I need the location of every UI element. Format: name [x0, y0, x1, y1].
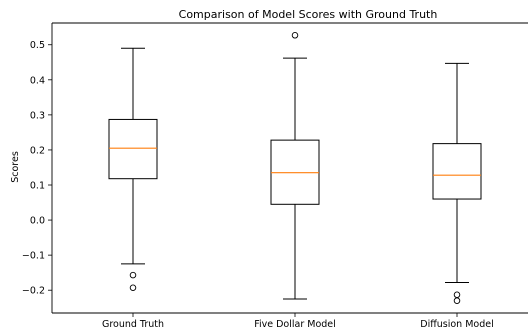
chart-title: Comparison of Model Scores with Ground T… — [179, 8, 438, 21]
outlier-point — [129, 271, 137, 279]
x-tick-label: Ground Truth — [102, 319, 164, 330]
x-tick-label: Diffusion Model — [420, 319, 494, 330]
outlier-point — [453, 291, 461, 299]
box — [108, 118, 158, 180]
y-tick-label: 0.5 — [30, 40, 45, 51]
y-tick-label: −0.2 — [22, 286, 45, 297]
x-tick-label: Five Dollar Model — [254, 319, 336, 330]
outlier-point — [453, 297, 461, 304]
outlier-point — [291, 32, 299, 39]
y-tick-label: 0.0 — [30, 216, 45, 227]
outlier-point — [129, 284, 137, 292]
y-tick-label: 0.4 — [30, 75, 45, 86]
y-axis-label: Scores — [10, 151, 21, 183]
y-tick-label: 0.2 — [30, 145, 45, 156]
y-tick-label: 0.1 — [30, 181, 45, 192]
plot-area: −0.2 −0.1 0.0 0.1 0.2 0.3 0.4 0.5 Ground Truth Fi… — [22, 22, 528, 330]
box — [432, 143, 482, 200]
y-tick-label: 0.3 — [30, 110, 45, 121]
y-tick-label: −0.1 — [22, 251, 45, 262]
